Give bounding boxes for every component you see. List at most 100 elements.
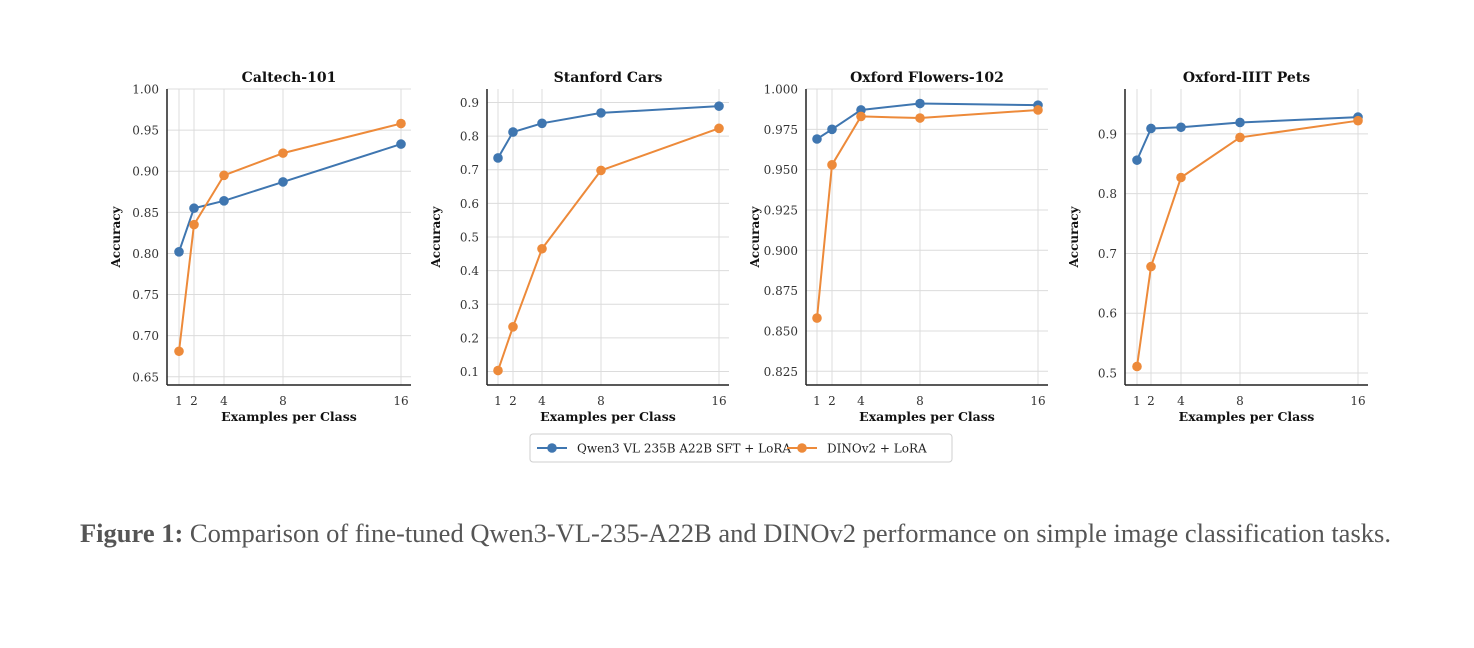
- caption-text: Comparison of fine-tuned Qwen3-VL-235-A2…: [189, 518, 1391, 548]
- y-tick-label: 0.850: [764, 324, 798, 338]
- data-point-dinov2: [278, 148, 288, 158]
- x-tick-label: 16: [393, 394, 408, 408]
- data-point-dinov2: [1176, 172, 1186, 183]
- data-point-dinov2: [1353, 115, 1363, 126]
- x-axis-label: Examples per Class: [859, 409, 995, 424]
- y-axis-label: Accuracy: [1067, 205, 1081, 268]
- y-tick-label: 1.000: [764, 83, 798, 97]
- x-tick-label: 2: [1147, 394, 1155, 408]
- x-tick-label: 1: [1133, 394, 1141, 408]
- x-tick-label: 4: [538, 394, 546, 408]
- chart-title: Stanford Cars: [554, 70, 663, 86]
- x-tick-label: 1: [494, 394, 502, 408]
- data-point-qwen3: [1146, 123, 1156, 134]
- y-tick-label: 0.2: [460, 331, 479, 345]
- y-tick-label: 0.95: [132, 124, 159, 138]
- data-point-qwen3: [1132, 155, 1142, 165]
- series-line-qwen3: [1136, 116, 1359, 161]
- y-axis-label: Accuracy: [429, 205, 443, 268]
- data-point-dinov2: [1146, 261, 1156, 272]
- x-tick-label: 16: [1030, 394, 1045, 408]
- x-tick-label: 8: [597, 394, 605, 408]
- data-point-dinov2: [812, 313, 822, 323]
- y-tick-label: 0.90: [132, 165, 159, 179]
- y-tick-label: 0.3: [460, 298, 479, 312]
- y-tick-label: 0.1: [460, 365, 479, 379]
- x-tick-label: 4: [1177, 394, 1185, 408]
- y-tick-label: 0.900: [764, 244, 798, 258]
- y-tick-label: 0.70: [132, 329, 159, 343]
- data-point-dinov2: [508, 322, 518, 332]
- y-tick-label: 0.65: [132, 370, 159, 384]
- x-tick-label: 16: [1350, 394, 1365, 408]
- chart-title: Oxford Flowers-102: [850, 70, 1004, 86]
- chart-panel-3: 0.825 0.850 0.875 0.900 0.925 0.950 0.975 1.000…: [748, 70, 1048, 424]
- data-point-qwen3: [827, 124, 837, 135]
- chart-panel-4: 0.5 0.6 0.7 0.8 0.9 1 2 4 8 16 Oxford-IIIT Pets Exa…: [1067, 70, 1368, 424]
- data-point-dinov2: [856, 111, 866, 122]
- y-tick-label: 0.80: [132, 247, 159, 261]
- data-point-dinov2: [596, 165, 606, 176]
- data-point-qwen3: [493, 153, 503, 163]
- y-tick-label: 0.7: [1098, 247, 1117, 261]
- data-point-qwen3: [174, 247, 184, 257]
- x-tick-label: 16: [711, 394, 726, 408]
- y-tick-label: 0.825: [764, 365, 798, 379]
- y-tick-label: 0.950: [764, 163, 798, 177]
- data-point-qwen3: [396, 139, 406, 149]
- series-line-qwen3: [497, 105, 720, 159]
- data-point-qwen3: [714, 101, 724, 111]
- y-tick-label: 0.6: [1098, 307, 1117, 321]
- y-tick-label: 0.8: [1098, 187, 1117, 201]
- legend: Qwen3 VL 235B A22B SFT + LoRA DINOv2 + Lo…: [529, 433, 953, 463]
- data-point-qwen3: [596, 108, 606, 118]
- x-tick-label: 1: [175, 394, 183, 408]
- series-line-dinov2: [178, 122, 402, 352]
- figure-caption: Figure 1: Comparison of fine-tuned Qwen3…: [80, 512, 1410, 555]
- caption-label: Figure 1:: [80, 518, 184, 548]
- y-tick-label: 0.925: [764, 203, 798, 217]
- y-tick-label: 0.7: [460, 163, 479, 177]
- series-line-dinov2: [497, 127, 720, 371]
- data-point-dinov2: [714, 123, 724, 134]
- x-axis-label: Examples per Class: [1179, 409, 1315, 424]
- y-tick-label: 0.6: [460, 197, 479, 211]
- chart-panel-2: 0.1 0.2 0.3 0.4 0.5 0.6 0.7 0.8 0.9 1 2 4 8 16 Stanfor…: [429, 70, 729, 424]
- legend-box: [529, 433, 953, 463]
- y-tick-label: 0.5: [460, 231, 479, 245]
- legend-swatch-marker: [547, 443, 557, 453]
- data-point-dinov2: [219, 170, 229, 181]
- y-tick-label: 0.9: [1098, 127, 1117, 141]
- data-point-qwen3: [278, 177, 288, 187]
- data-point-qwen3: [1176, 122, 1186, 133]
- data-point-qwen3: [1235, 117, 1245, 128]
- series-line-dinov2: [1136, 119, 1359, 367]
- data-point-dinov2: [1235, 132, 1245, 143]
- x-tick-label: 8: [279, 394, 287, 408]
- series-line-dinov2: [816, 108, 1039, 319]
- x-tick-label: 4: [220, 394, 228, 408]
- y-tick-label: 0.85: [132, 206, 159, 220]
- chart-title: Oxford-IIIT Pets: [1183, 70, 1310, 86]
- data-point-dinov2: [537, 243, 547, 254]
- data-point-qwen3: [537, 118, 547, 129]
- data-point-qwen3: [812, 134, 822, 144]
- data-point-dinov2: [1132, 361, 1142, 372]
- chart-title: Caltech-101: [242, 70, 337, 86]
- data-point-dinov2: [493, 365, 503, 376]
- data-point-dinov2: [1033, 105, 1043, 115]
- x-tick-label: 2: [190, 394, 198, 408]
- x-tick-label: 2: [509, 394, 517, 408]
- x-axis-label: Examples per Class: [540, 409, 676, 424]
- data-point-dinov2: [915, 113, 925, 123]
- x-axis-label: Examples per Class: [221, 409, 357, 424]
- data-point-dinov2: [396, 118, 406, 129]
- legend-swatch-marker: [797, 443, 807, 453]
- x-tick-label: 8: [1236, 394, 1244, 408]
- y-tick-label: 0.75: [132, 288, 159, 302]
- chart-panel-1: 0.65 0.70 0.75 0.80 0.85 0.90 0.95 1.00 1 2 4 8 16 Ca…: [109, 70, 411, 424]
- y-axis-label: Accuracy: [748, 205, 762, 268]
- data-point-qwen3: [508, 127, 518, 137]
- y-tick-label: 0.5: [1098, 367, 1117, 381]
